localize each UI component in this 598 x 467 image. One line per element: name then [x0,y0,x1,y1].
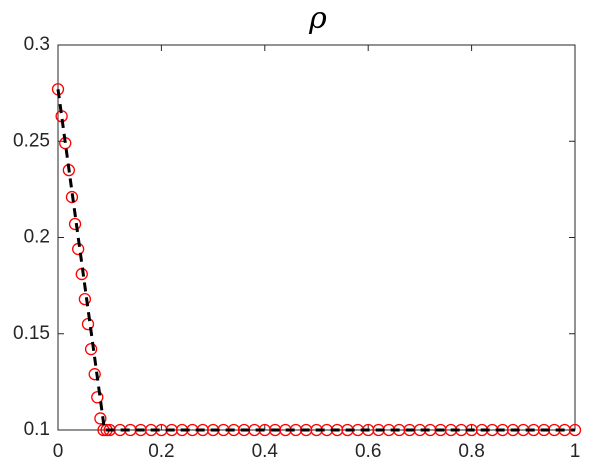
x-tick-label: 0.4 [252,441,279,462]
marker [68,217,82,231]
chart-title: ρ [308,1,327,36]
y-tick-label: 0.1 [24,419,50,440]
marker [94,412,107,425]
marker [134,423,147,437]
marker [268,423,282,437]
marker [434,423,447,437]
marker [91,391,104,404]
y-tick-label: 0.25 [13,130,50,151]
x-tick-label: 0 [53,441,64,462]
x-tick-label: 0.6 [355,441,381,462]
marker [568,423,582,437]
marker [103,423,116,437]
plot-box [57,44,576,431]
y-tick-label: 0.2 [24,227,50,248]
marker [403,423,416,437]
y-tick-label: 0.15 [13,323,50,344]
y-tick-label: 0.3 [24,34,50,55]
x-tick-label: 0.2 [148,441,174,462]
marker [65,190,79,204]
marker [84,342,98,356]
marker [88,368,101,381]
x-tick-label: 1 [570,441,581,462]
marker [78,292,92,306]
x-tick-label: 0.8 [458,441,484,462]
line [56,89,575,432]
